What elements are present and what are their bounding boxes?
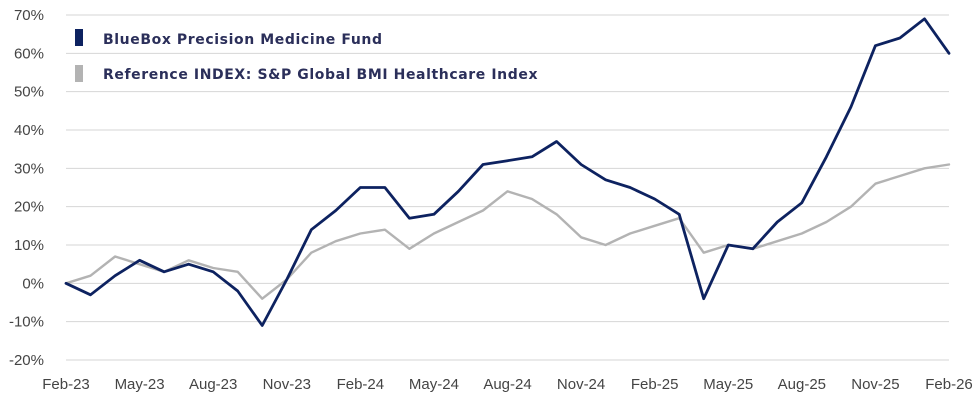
legend-label-fund: BlueBox Precision Medicine Fund (103, 32, 383, 48)
y-tick-label: -10% (9, 314, 44, 331)
series-line-index (64, 163, 951, 300)
x-tick-label: May-24 (409, 376, 459, 393)
y-tick-label: 60% (14, 45, 44, 62)
y-tick-label: 10% (14, 237, 44, 254)
x-tick-label: Aug-23 (189, 376, 237, 393)
gridlines (66, 14, 949, 361)
y-tick-label: 30% (14, 160, 44, 177)
y-tick-label: 50% (14, 84, 44, 101)
series-line-fund (64, 17, 951, 327)
x-tick-label: May-23 (115, 376, 165, 393)
y-tick-label: 20% (14, 199, 44, 216)
x-tick-label: Nov-25 (851, 376, 899, 393)
y-axis-ticks: -20% -10% 0% 10% 20% 30% 40% 50% 60% 70% (9, 7, 44, 369)
x-axis-ticks: Feb-23 May-23 Aug-23 Nov-23 Feb-24 May-24 Aug-… (42, 376, 973, 393)
legend-label-index: Reference INDEX: S&P Global BMI Healthca… (103, 67, 538, 83)
series-lines (64, 17, 951, 327)
x-tick-label: Feb-24 (337, 376, 385, 393)
y-tick-label: 70% (14, 7, 44, 24)
x-tick-label: Feb-23 (42, 376, 90, 393)
x-tick-label: Feb-25 (631, 376, 679, 393)
legend-swatch-fund (75, 29, 83, 46)
y-tick-label: 0% (22, 275, 44, 292)
x-tick-label: May-25 (703, 376, 753, 393)
x-tick-label: Nov-23 (263, 376, 311, 393)
x-tick-label: Aug-25 (778, 376, 826, 393)
x-tick-label: Feb-26 (925, 376, 973, 393)
legend-swatch-index (75, 65, 83, 82)
x-tick-label: Aug-24 (483, 376, 531, 393)
y-tick-label: 40% (14, 122, 44, 139)
x-tick-label: Nov-24 (557, 376, 605, 393)
y-tick-label: -20% (9, 352, 44, 369)
legend: BlueBox Precision Medicine Fund Referenc… (75, 29, 538, 83)
